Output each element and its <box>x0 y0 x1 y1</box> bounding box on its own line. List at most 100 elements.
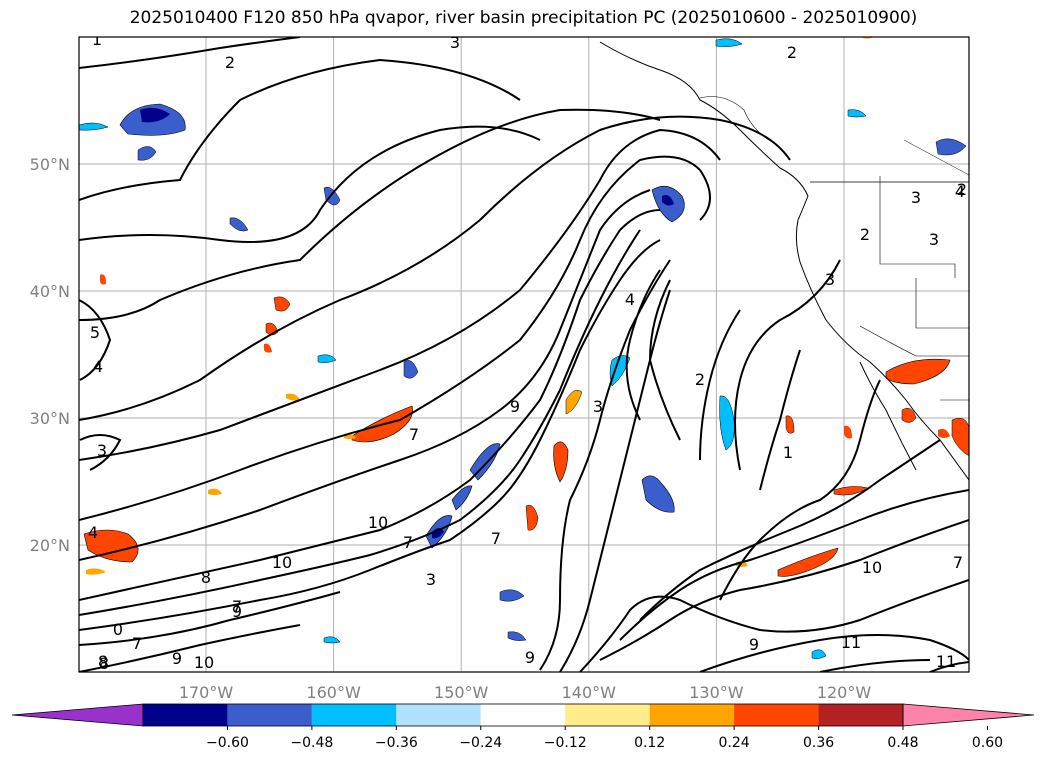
contour-label: 1 <box>783 443 793 462</box>
shade-blob <box>451 485 473 511</box>
shade-blob <box>847 109 867 118</box>
shade-blob <box>317 354 337 363</box>
contour-label: 9 <box>525 648 535 667</box>
shade-blob <box>83 529 139 563</box>
contour-label: 1 <box>92 30 102 49</box>
lat-tick-label: 30°N <box>30 409 70 428</box>
colorbar-segment <box>565 704 650 726</box>
colorbar-tick-label: −0.12 <box>544 735 587 751</box>
lat-tick-label: 40°N <box>30 282 70 301</box>
contour-label: 7 <box>409 425 419 444</box>
contour-label: 4 <box>625 290 635 309</box>
shade-blob <box>264 343 272 353</box>
shade-blob <box>525 505 539 531</box>
contour-label: 8 <box>201 568 211 587</box>
contour-label: 3 <box>450 33 460 52</box>
contour-label: 2 <box>860 225 870 244</box>
shade-blob <box>885 358 951 385</box>
contour-label: 3 <box>97 441 107 460</box>
colorbar-tick-label: 0.60 <box>972 735 1003 751</box>
colorbar-extend-low <box>11 703 144 727</box>
contour-label: 7 <box>132 634 142 653</box>
contour-label: 7 <box>953 553 963 572</box>
shade-blob <box>901 408 917 423</box>
contour-label: 4 <box>955 182 965 201</box>
contour-label: 10 <box>368 513 388 532</box>
shade-blob <box>469 443 501 481</box>
contour-label: 2 <box>225 53 235 72</box>
shade-blob <box>208 488 222 495</box>
shade-blob <box>641 475 675 513</box>
shade-blob <box>323 187 341 206</box>
colorbar-segment <box>143 704 228 726</box>
map-border <box>78 36 970 673</box>
lon-tick-label: 130°W <box>689 683 744 702</box>
contour-label: 3 <box>825 270 835 289</box>
lon-tick-label: 160°W <box>306 683 361 702</box>
contour-label: 8 <box>99 654 109 673</box>
map-title: 2025010400 F120 850 hPa qvapor, river ba… <box>129 8 918 28</box>
longitude-labels: 170°W 160°W 150°W 140°W 130°W 120°W <box>179 683 872 702</box>
contour-label: 8 <box>98 652 108 671</box>
shade-blob <box>609 355 631 387</box>
shade-blob <box>715 38 743 47</box>
lon-tick-label: 140°W <box>562 683 617 702</box>
lon-tick-label: 170°W <box>179 683 234 702</box>
shade-blob <box>273 296 291 312</box>
contour-label: 4 <box>88 523 98 542</box>
map-area <box>79 37 969 672</box>
shade-blob <box>403 360 419 379</box>
shade-blob <box>140 107 170 123</box>
contour-label: 10 <box>862 558 882 577</box>
contour-label: 9 <box>749 635 759 654</box>
colorbar-extend-high <box>902 703 1035 727</box>
contour-label: 2 <box>957 180 967 199</box>
colorbar-segment <box>649 704 735 726</box>
colorbar-frame <box>142 703 904 727</box>
shade-blob <box>323 636 341 644</box>
shade-blob <box>844 425 852 439</box>
contour-label: 3 <box>911 188 921 207</box>
contour-label: 7 <box>232 597 242 616</box>
lat-tick-label: 20°N <box>30 536 70 555</box>
contour-label: 3 <box>593 397 603 416</box>
colorbar-tick-label: 0.24 <box>719 735 750 751</box>
contour-label: 0 <box>113 620 123 639</box>
shade-blob <box>938 428 950 438</box>
lat-tick-label: 50°N <box>30 155 70 174</box>
shade-blob <box>662 195 674 206</box>
contour-label: 10 <box>194 653 214 672</box>
colorbar-segment <box>311 704 397 726</box>
shade-blob <box>100 274 106 285</box>
contour-label: 7 <box>491 529 501 548</box>
shade-blob <box>785 415 795 434</box>
contour-label: 2 <box>695 370 705 389</box>
contour-label: 9 <box>510 397 520 416</box>
contour-label: 11 <box>841 633 861 652</box>
shade-blob <box>951 418 969 457</box>
colorbar-tick-label: −0.48 <box>290 735 333 751</box>
shade-blob <box>86 568 106 575</box>
contour-label: 3 <box>929 230 939 249</box>
colorbar-tick-label: 0.48 <box>887 735 918 751</box>
shade-blob <box>935 138 967 156</box>
colorbar-segment <box>480 704 566 726</box>
contour-label: 2 <box>787 43 797 62</box>
colorbar-segment <box>818 704 903 726</box>
colorbar-segment <box>396 704 481 726</box>
colorbar-tick-label: −0.60 <box>206 735 249 751</box>
gridlines <box>79 37 969 672</box>
shade-blob <box>719 395 735 451</box>
contour-label: 3 <box>426 570 436 589</box>
shade-blob <box>229 217 249 232</box>
colorbar: −0.60 −0.48 −0.36 −0.24 −0.12 0.12 0.24 0.36 0.4… <box>11 703 1035 751</box>
shade-blob <box>811 649 827 659</box>
precipitation-shading <box>79 37 969 659</box>
qvapor-contours <box>79 37 969 672</box>
contour-label: 4 <box>93 357 103 376</box>
colorbar-tick-label: −0.36 <box>375 735 418 751</box>
shade-blob <box>79 122 109 131</box>
shade-blob <box>499 589 525 602</box>
colorbar-segment <box>227 704 312 726</box>
